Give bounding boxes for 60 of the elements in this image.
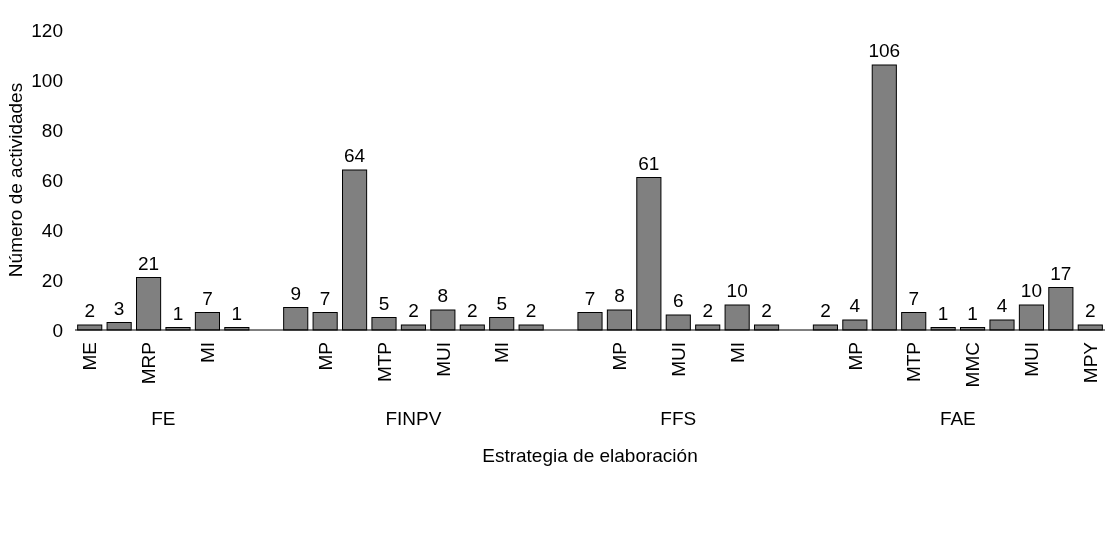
text: FFS xyxy=(660,408,697,429)
data-label: 5 xyxy=(378,292,390,314)
x-tick-label: MUI xyxy=(432,342,454,377)
data-label: 1 xyxy=(967,302,978,324)
data-label: 10 xyxy=(1020,280,1042,301)
data-label: 4 xyxy=(849,295,861,316)
data-label: 106 xyxy=(868,40,901,61)
data-label: 61 xyxy=(638,152,660,174)
x-tick-label: MUI xyxy=(667,342,689,377)
data-label: 2 xyxy=(702,300,713,321)
data-label: 1 xyxy=(172,302,184,324)
x-tick-label: MRP xyxy=(138,342,160,385)
data-label: 8 xyxy=(614,285,625,306)
data-label: 7 xyxy=(908,287,919,309)
data-label: 4 xyxy=(996,295,1008,316)
data-label: 5 xyxy=(496,292,507,314)
data-label: 8 xyxy=(437,285,449,306)
y-tick-label: 80 xyxy=(41,119,63,141)
x-tick-label: ME xyxy=(79,342,101,371)
data-label: 3 xyxy=(113,297,125,319)
data-label: 21 xyxy=(138,252,160,274)
data-label: 9 xyxy=(290,282,301,304)
x-tick-label: MI xyxy=(491,342,513,364)
data-label: 10 xyxy=(726,280,748,301)
y-tick-label: 120 xyxy=(31,19,63,41)
data-label: 2 xyxy=(467,300,478,321)
x-tick-label: MUI xyxy=(1021,342,1043,377)
x-tick-label: MTP xyxy=(903,342,925,383)
y-tick-label: 0 xyxy=(52,319,63,341)
y-tick-label: 60 xyxy=(41,169,63,191)
text: FAE xyxy=(939,408,976,429)
data-label: 6 xyxy=(673,290,684,311)
data-label: 2 xyxy=(820,300,831,321)
data-label: 1 xyxy=(231,302,243,324)
data-label: 7 xyxy=(202,287,213,309)
y-axis-title: Número de actividades xyxy=(5,82,26,278)
data-label: 7 xyxy=(319,287,331,309)
x-axis-title: Estrategia de elaboración xyxy=(482,445,698,466)
x-tick-label: MTP xyxy=(373,342,395,383)
x-tick-label: MPY xyxy=(1079,341,1101,384)
x-tick-label: MP xyxy=(314,342,336,371)
data-label: 2 xyxy=(1085,300,1096,321)
x-tick-label: MMC xyxy=(962,342,984,388)
data-label: 2 xyxy=(761,300,772,321)
data-label: 1 xyxy=(937,302,949,324)
x-tick-label: MP xyxy=(844,342,866,371)
data-label: 2 xyxy=(408,300,419,321)
data-label: 64 xyxy=(344,145,366,166)
text: FE xyxy=(151,408,176,429)
data-label: 17 xyxy=(1050,262,1072,284)
data-label: 2 xyxy=(525,300,537,321)
data-label: 7 xyxy=(584,287,596,309)
y-tick-label: 20 xyxy=(41,269,63,291)
y-tick-label: 100 xyxy=(31,69,63,91)
y-tick-label: 40 xyxy=(41,219,63,241)
data-label: 2 xyxy=(84,300,95,321)
x-tick-label: MI xyxy=(197,342,219,364)
x-tick-label: MI xyxy=(726,342,748,364)
x-tick-label: MP xyxy=(609,342,631,371)
text: FINPV xyxy=(385,408,442,429)
